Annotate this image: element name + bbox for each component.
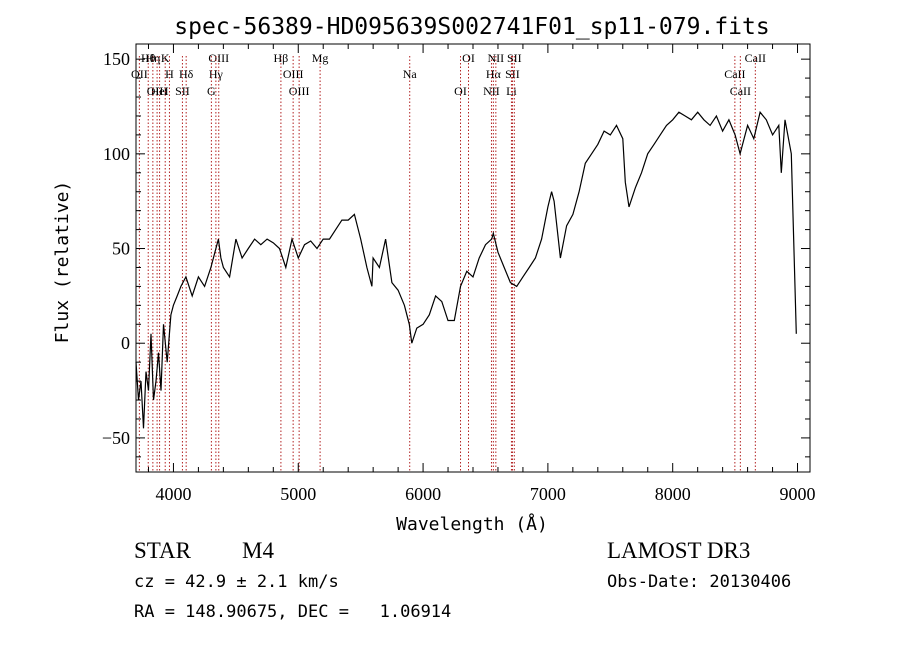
line-marker-label: OIII: [147, 84, 168, 98]
line-marker-label: OI: [462, 51, 475, 65]
plot-area: Hθ OII OIII KH HeI Hη Hδ SII OIII Hγ G Hβ OIII OIII Mg…: [102, 43, 816, 504]
line-marker-label: Hγ: [209, 67, 224, 81]
spectrum-line: [135, 110, 797, 429]
x-tick-label: 7000: [530, 484, 566, 504]
x-tick-label: 6000: [405, 484, 441, 504]
line-marker-label: Mg: [312, 51, 329, 65]
x-axis-label: Wavelength (Å): [396, 513, 548, 535]
line-marker-label: K: [161, 51, 170, 65]
line-marker-label: OI: [454, 84, 467, 98]
x-tick-label: 4000: [155, 484, 191, 504]
coordinates-text: RA = 148.90675, DEC = 1.06914: [134, 602, 452, 622]
plot-frame: [135, 43, 811, 473]
line-marker-label: OIII: [283, 67, 304, 81]
spectrum-chart: spec-56389-HD095639S002741F01_sp11-079.f…: [52, 14, 816, 535]
line-marker-label: OIII: [208, 51, 229, 65]
y-axis-label: Flux (relative): [52, 181, 73, 344]
line-marker-label: CaII: [730, 84, 751, 98]
line-marker-label: SII: [505, 67, 520, 81]
line-marker-label: SII: [507, 51, 522, 65]
line-marker-label: Li: [506, 84, 517, 98]
line-marker-label: Na: [403, 67, 418, 81]
line-marker-label: OII: [131, 67, 148, 81]
line-marker-label: NII: [488, 51, 505, 65]
y-tick-label: −50: [102, 428, 130, 448]
x-tick-label: 5000: [280, 484, 316, 504]
line-marker-label: Hδ: [179, 67, 194, 81]
line-marker-label: NII: [483, 84, 500, 98]
subclass-label: M4: [242, 538, 274, 563]
line-marker-label: Hα: [486, 67, 502, 81]
line-marker-label: Hβ: [274, 51, 289, 65]
line-marker-label: Hθ: [141, 51, 156, 65]
x-tick-label: 8000: [655, 484, 691, 504]
line-marker-label: Hη: [145, 51, 160, 65]
y-tick-label: 150: [103, 49, 130, 69]
redshift-text: cz = 42.9 ± 2.1 km/s: [134, 572, 339, 592]
line-marker-label: CaII: [724, 67, 745, 81]
line-marker-label: G: [207, 84, 216, 98]
chart-title: spec-56389-HD095639S002741F01_sp11-079.f…: [174, 14, 769, 40]
line-marker-label: H: [165, 67, 174, 81]
class-label: STAR: [134, 538, 191, 563]
obs-date-text: Obs-Date: 20130406: [607, 572, 792, 592]
line-marker-label: OIII: [289, 84, 310, 98]
survey-label: LAMOST DR3: [607, 538, 751, 563]
line-marker-label: HeI: [151, 84, 169, 98]
x-tick-label: 9000: [780, 484, 816, 504]
line-marker-label: CaII: [745, 51, 766, 65]
y-tick-label: 100: [103, 144, 130, 164]
y-tick-label: 0: [121, 333, 130, 353]
line-marker-label: SII: [175, 84, 190, 98]
y-tick-label: 50: [112, 239, 130, 259]
